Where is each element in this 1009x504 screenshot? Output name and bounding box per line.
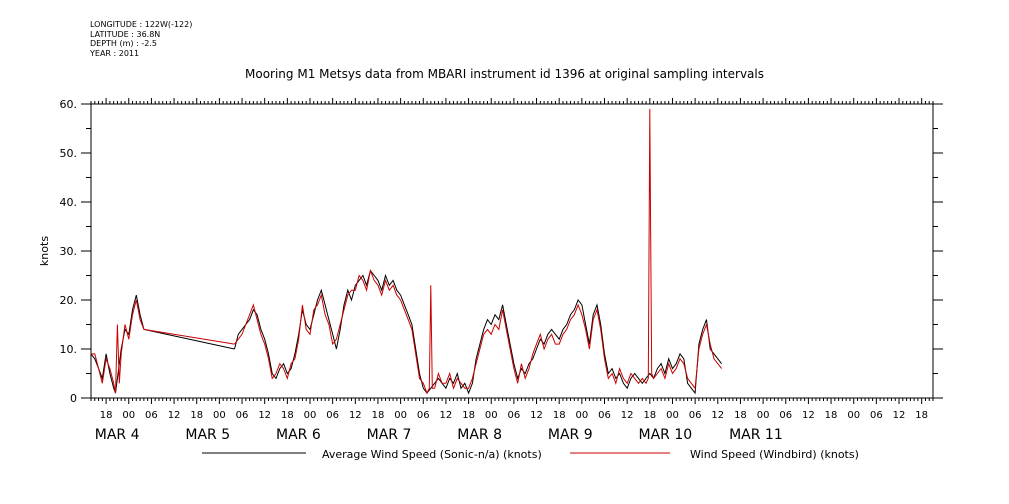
x-hour-label: 18 (734, 410, 747, 421)
x-hour-label: 00 (847, 410, 860, 421)
x-hour-label: 12 (258, 410, 271, 421)
y-tick-label: 50. (60, 147, 78, 160)
x-hour-label: 12 (621, 410, 634, 421)
y-tick-label: 0 (70, 392, 77, 405)
x-hour-label: 12 (168, 410, 181, 421)
x-hour-label: 12 (893, 410, 906, 421)
legend-label-average: Average Wind Speed (Sonic-n/a) (knots) (322, 448, 542, 461)
x-hour-label: 00 (122, 410, 135, 421)
x-hour-label: 00 (575, 410, 588, 421)
x-hour-label: 06 (870, 410, 883, 421)
x-hour-label: 06 (417, 410, 430, 421)
x-day-label: MAR 7 (367, 427, 412, 443)
x-hour-label: 18 (825, 410, 838, 421)
x-hour-label: 12 (349, 410, 362, 421)
y-axis-label: knots (38, 236, 51, 266)
series-line-1-a (91, 299, 145, 394)
x-hour-label: 06 (326, 410, 339, 421)
longitude-text: LONGITUDE : 122W(-122) (90, 20, 193, 29)
series-line-0-a (90, 294, 145, 394)
x-hour-label: 06 (598, 410, 611, 421)
x-hour-label: 18 (462, 410, 475, 421)
legend-label-windbird: Wind Speed (Windbird) (knots) (690, 448, 859, 461)
x-hour-label: 00 (213, 410, 226, 421)
series-line-1-b (234, 108, 722, 395)
legend: Average Wind Speed (Sonic-n/a) (knots) W… (202, 448, 859, 461)
x-day-label: MAR 8 (457, 427, 502, 443)
x-hour-label: 18 (100, 410, 113, 421)
x-hour-label: 00 (666, 410, 679, 421)
year-text: YEAR : 2011 (90, 48, 140, 58)
x-hour-label: 06 (689, 410, 702, 421)
series-gap-line (143, 328, 235, 350)
axes-layer: 0 10. 20. 30. 40. 50. 60. knots 18 00 06 12 18 00 06 12… (38, 98, 943, 443)
metadata-block: LONGITUDE : 122W(-122) LATITUDE : 36.8N … (90, 20, 192, 58)
x-hour-label: 06 (779, 410, 792, 421)
y-tick-label: 30. (60, 245, 78, 258)
x-hour-label: 18 (190, 410, 203, 421)
series-gap-line (143, 328, 235, 345)
x-hour-label: 06 (145, 410, 158, 421)
x-hour-label: 00 (757, 410, 770, 421)
y-tick-label: 20. (60, 294, 78, 307)
series-layer (90, 108, 722, 395)
x-hour-label: 18 (915, 410, 928, 421)
x-hour-label: 00 (304, 410, 317, 421)
x-hour-label: 18 (372, 410, 385, 421)
x-hour-label: 06 (236, 410, 249, 421)
x-hour-label: 12 (711, 410, 724, 421)
x-hour-label: 12 (802, 410, 815, 421)
chart-title: Mooring M1 Metsys data from MBARI instru… (245, 67, 764, 81)
x-day-label: MAR 6 (276, 427, 321, 443)
x-hour-label: 00 (485, 410, 498, 421)
y-tick-label: 10. (60, 343, 78, 356)
x-hour-label: 12 (440, 410, 453, 421)
latitude-text: LATITUDE : 36.8N (90, 29, 161, 39)
x-hour-label: 06 (508, 410, 521, 421)
y-tick-label: 60. (60, 98, 78, 111)
x-hour-label: 12 (530, 410, 543, 421)
x-day-label: MAR 5 (185, 427, 230, 443)
x-day-label: MAR 10 (638, 427, 692, 443)
x-day-label: MAR 9 (548, 427, 593, 443)
x-hour-label: 18 (553, 410, 566, 421)
x-hour-label: 18 (643, 410, 656, 421)
x-day-label: MAR 11 (729, 427, 783, 443)
x-hour-label: 00 (394, 410, 407, 421)
x-day-label: MAR 4 (95, 427, 140, 443)
y-tick-label: 40. (60, 196, 78, 209)
depth-text: DEPTH (m) : -2.5 (90, 39, 157, 48)
x-hour-label: 18 (281, 410, 294, 421)
